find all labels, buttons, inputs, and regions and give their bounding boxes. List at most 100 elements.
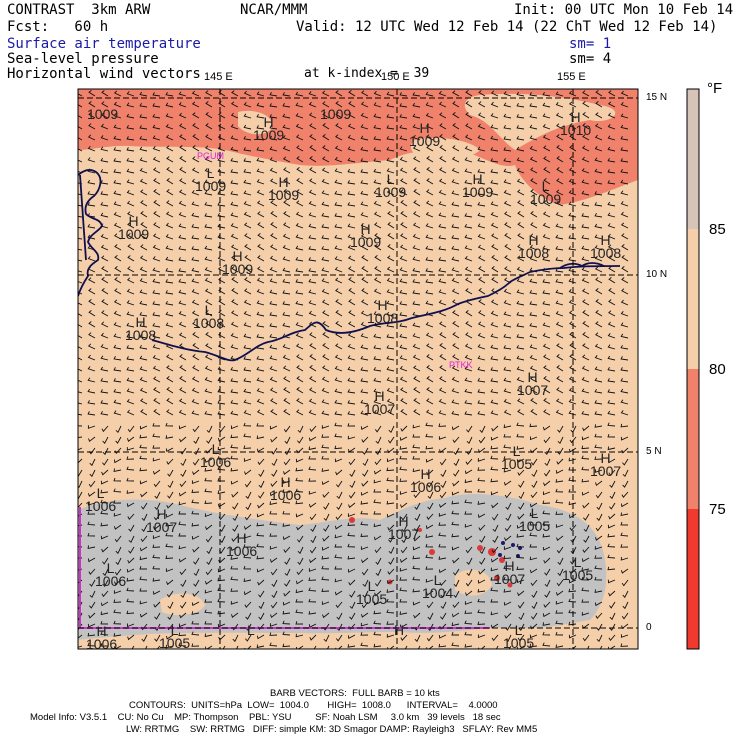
wind-barb [581,168,590,174]
wind-barb [373,147,382,152]
wind-barb [231,310,239,317]
wind-barb [204,179,213,185]
wind-barb [529,436,538,441]
wind-barb [477,212,486,218]
wind-barb [191,101,200,108]
wind-barb [477,579,486,584]
wind-barb [531,480,538,488]
wind-barb [477,400,486,405]
wind-barb [295,279,304,284]
wind-barb [217,577,226,582]
wind-barb [529,135,538,141]
wind-barb [516,566,525,570]
wind-barb [113,458,122,464]
wind-barb [620,643,629,647]
wind-barb [399,124,408,130]
wind-barb [139,444,148,449]
wind-barb [126,356,135,361]
wind-barb [607,543,616,548]
wind-barb [178,311,187,317]
wind-barb [166,167,174,174]
wind-barb [166,387,174,394]
wind-barb [386,377,395,383]
coastline-new-guinea [151,265,621,362]
wind-barb [594,366,603,372]
wind-barb [464,488,473,493]
wind-barb [542,91,551,97]
wind-barb [581,567,590,571]
wind-barb [426,376,434,383]
wind-barb [426,189,434,196]
wind-barb [270,409,278,416]
wind-barb [102,447,109,456]
wind-barb [568,399,577,405]
wind-barb [543,354,551,361]
pressure-label: H 1007 [590,450,622,479]
wind-barb [165,543,174,548]
wind-barb [581,179,590,185]
wind-barb [296,167,304,174]
wind-barb [399,491,408,495]
wind-barb [451,376,460,383]
cloud-gap-2 [455,569,492,596]
wind-barb [126,322,135,328]
wind-barb [529,643,538,648]
wind-barb [517,398,525,405]
wind-barb [334,458,343,463]
wind-barb [412,565,421,570]
wind-barb [438,223,447,229]
wind-barb [178,289,187,295]
wind-barb [503,311,512,317]
wind-barb [256,634,265,640]
wind-barb [347,168,356,174]
wind-barb [542,102,551,108]
wind-barb [178,332,187,339]
wind-barb [270,612,278,619]
wind-barb [400,398,408,405]
wind-barb [621,491,629,498]
wind-barb [282,535,291,541]
wind-barb [115,425,122,434]
wind-barb [596,513,603,522]
wind-barb [230,344,239,350]
wind-barb [113,609,122,614]
smoothing-2: sm= 4 [569,51,612,67]
wind-barb [113,633,122,637]
wind-barb [100,135,109,141]
wind-barb [570,557,577,565]
wind-barb [360,112,369,119]
wind-barb [126,277,135,284]
wind-barb [581,267,590,273]
wind-barb [581,466,590,471]
wind-barb [257,233,265,240]
wind-barb [490,577,498,581]
wind-barb [360,158,369,163]
wind-barb [412,322,421,328]
wind-barb [439,376,447,383]
wind-barb [413,491,421,499]
wind-barb [140,491,148,498]
wind-barb [204,458,213,463]
wind-barb [412,354,421,361]
wind-barb [179,354,187,361]
wind-barb [283,469,291,475]
wind-barb [556,546,564,554]
wind-barb [503,480,512,486]
wind-barb [490,445,499,450]
wind-barb [464,191,473,196]
wind-barb [321,576,330,581]
wind-barb [113,344,122,350]
wind-barb [399,103,408,108]
wind-barb [518,612,525,621]
wind-barb [425,234,434,240]
wind-barb [178,521,187,526]
wind-barb [620,322,629,328]
wind-barb [191,643,200,647]
wind-barb [78,299,83,306]
wind-barb [399,289,408,295]
wind-barb [218,299,226,306]
wind-barb [321,278,330,284]
wind-barb [386,500,395,505]
wind-barb [425,321,434,328]
lat-label-0: 0 [646,622,652,633]
